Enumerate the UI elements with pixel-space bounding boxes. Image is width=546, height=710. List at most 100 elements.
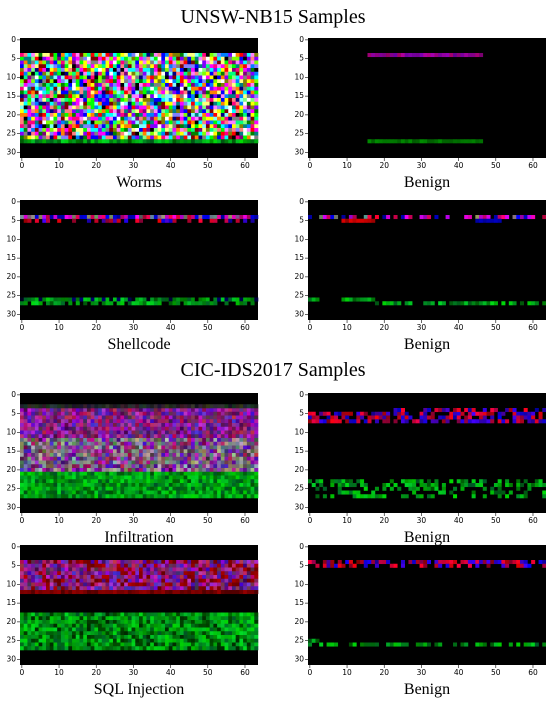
pixel [98,102,102,106]
pixel [24,87,28,91]
y-tick-label: 0 [299,35,304,44]
pixel [158,476,162,480]
pixel [202,483,206,487]
pixel [106,613,110,617]
pixel [109,416,113,420]
pixel [35,72,39,76]
pixel [87,117,91,121]
pixel [132,121,136,125]
pixel [180,102,184,106]
pixel [42,442,46,446]
pixel [394,139,398,143]
pixel [124,442,128,446]
pixel [109,94,113,98]
pixel [113,628,117,632]
pixel [109,64,113,68]
pixel [191,583,195,587]
pixel [113,419,117,423]
x-tick-label: 40 [454,161,464,170]
pixel [76,479,80,483]
pixel [187,483,191,487]
pixel [210,419,214,423]
pixel [39,427,43,431]
pixel [427,215,431,219]
pixel [76,620,80,624]
pixel [172,449,176,453]
pixel [35,215,39,219]
pixel [360,219,364,223]
pixel [165,132,169,136]
pixel [315,487,319,491]
pixel [27,631,31,635]
pixel [187,620,191,624]
pixel [27,136,31,140]
pixel [128,76,132,80]
pixel [143,98,147,102]
pixel [206,416,210,420]
pixel [154,476,158,480]
pixel [165,113,169,117]
pixel [24,427,28,431]
pixel [150,583,154,587]
pixel [217,109,221,113]
pixel [46,301,50,305]
pixel [83,453,87,457]
pixel [106,87,110,91]
pixel [120,412,124,416]
pixel [202,639,206,643]
pixel [446,408,450,412]
pixel [199,76,203,80]
pixel [143,83,147,87]
pixel [113,487,117,491]
pixel [161,408,165,412]
pixel [176,427,180,431]
pixel [132,72,136,76]
pixel [76,83,80,87]
pixel [106,431,110,435]
pixel [91,643,95,647]
pixel [31,438,35,442]
pixel [57,483,61,487]
pixel [213,61,217,65]
pixel [176,57,180,61]
pixel [191,639,195,643]
pixel [221,461,225,465]
pixel [165,564,169,568]
pixel [39,635,43,639]
pixel [132,628,136,632]
pixel [53,423,57,427]
pixel [243,423,247,427]
pixel [61,494,65,498]
x-tick-label: 0 [19,161,24,170]
pixel [150,476,154,480]
pixel [176,87,180,91]
pixel [150,487,154,491]
pixel [150,442,154,446]
pixel [57,94,61,98]
x-tick-label: 0 [19,323,24,332]
pixel [91,61,95,65]
pixel [143,457,147,461]
pixel [150,631,154,635]
pixel [221,494,225,498]
pixel [57,83,61,87]
pixel [39,472,43,476]
pixel [124,117,128,121]
pixel [524,491,528,495]
pixel [172,301,176,305]
pixel [46,94,50,98]
pixel [446,139,450,143]
pixel [102,476,106,480]
pixel [210,61,214,65]
pixel [375,139,379,143]
pixel [210,494,214,498]
pixel [87,628,91,632]
pixel [221,423,225,427]
pixel [57,106,61,110]
pixel [35,412,39,416]
pixel [24,468,28,472]
pixel [102,631,106,635]
pixel [139,431,143,435]
pixel [172,128,176,132]
pixel [53,76,57,80]
